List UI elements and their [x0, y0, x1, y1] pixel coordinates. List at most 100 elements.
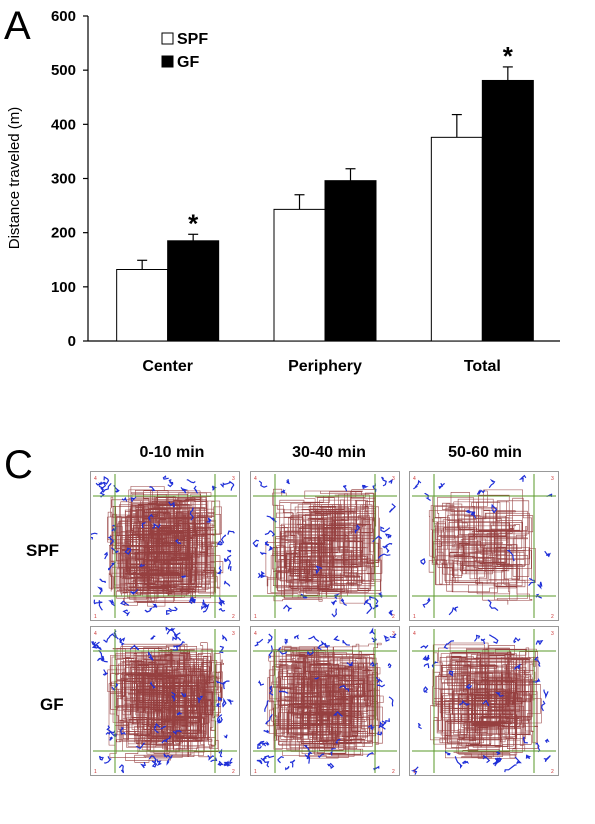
rest-spot: [110, 547, 119, 554]
legend-label: GF: [177, 54, 199, 71]
rest-spot: [426, 654, 430, 661]
rest-spot: [150, 635, 156, 640]
rest-spot: [366, 752, 374, 758]
rest-spot: [180, 575, 187, 578]
rest-spot: [120, 600, 130, 606]
rest-spot: [140, 761, 146, 769]
rest-spot: [541, 700, 546, 712]
corner-label: 3: [392, 476, 395, 482]
rest-spot: [494, 757, 502, 762]
rest-spot: [119, 637, 126, 644]
rest-spot: [383, 635, 390, 642]
track-canvas: 4 3 1 2: [253, 627, 397, 775]
rest-spot: [98, 755, 104, 761]
rest-spot: [109, 736, 114, 741]
rest-spot: [209, 757, 218, 762]
corner-label: 1: [413, 614, 416, 620]
rest-spot: [227, 566, 232, 572]
category-label: Center: [142, 358, 193, 375]
rest-spot: [188, 597, 196, 605]
rest-spot: [285, 765, 290, 771]
rest-spot: [317, 640, 326, 651]
corner-label: 4: [254, 631, 257, 637]
rest-spot: [223, 734, 228, 739]
rest-spot: [314, 676, 319, 680]
track-plot-spf-1: 4 3 1 2: [250, 471, 400, 621]
rest-spot: [206, 517, 212, 523]
rest-spot: [264, 530, 276, 537]
rest-spot: [482, 699, 490, 707]
y-tick-label: 600: [51, 8, 76, 25]
rest-spot: [286, 479, 290, 485]
rest-spot: [152, 603, 158, 609]
rest-spot: [494, 692, 504, 697]
rest-spot: [444, 750, 452, 756]
rest-spot: [494, 759, 501, 767]
rest-spot: [388, 696, 394, 707]
corner-label: 1: [413, 769, 416, 775]
rest-spot: [103, 475, 110, 485]
rest-spot: [462, 760, 470, 765]
rest-spot: [111, 683, 119, 692]
rest-spot: [216, 540, 224, 546]
rest-spot: [448, 670, 454, 677]
rest-spot: [165, 609, 172, 615]
rest-spot: [283, 604, 292, 612]
rest-spot: [267, 633, 273, 644]
rest-spot: [488, 634, 499, 644]
y-tick-label: 400: [51, 116, 76, 133]
rest-spot: [252, 539, 260, 548]
rest-spot: [258, 480, 268, 488]
legend-swatch: [161, 32, 174, 45]
rest-spot: [422, 597, 431, 608]
rest-spot: [189, 507, 194, 521]
rest-spot: [172, 645, 179, 652]
rest-spot: [262, 740, 270, 747]
rest-spot: [327, 762, 335, 770]
rest-spot: [163, 753, 173, 759]
rest-spot: [491, 503, 498, 514]
corner-label: 1: [94, 614, 97, 620]
rest-spot: [113, 484, 120, 493]
rest-spot: [91, 641, 99, 647]
rest-spot: [102, 669, 108, 677]
rest-spot: [216, 716, 223, 724]
rest-spot: [168, 606, 178, 612]
rest-spot: [260, 756, 267, 762]
movement-path: [265, 488, 383, 604]
corner-label: 4: [413, 631, 416, 637]
track-plot-spf-2: 4 3 1 2: [409, 471, 559, 621]
rest-spot: [268, 546, 273, 552]
rest-spot: [264, 755, 275, 760]
rest-spot: [264, 700, 270, 712]
rest-spot: [535, 640, 544, 646]
rest-spot: [513, 637, 521, 644]
rest-spot: [371, 636, 377, 643]
rest-spot: [220, 481, 231, 489]
legend-swatch: [161, 55, 174, 68]
y-tick-label: 100: [51, 279, 76, 296]
rest-spot: [543, 755, 551, 762]
rest-spot: [423, 686, 429, 693]
legend-label: SPF: [177, 31, 208, 48]
rest-spot: [522, 736, 528, 744]
rest-spot: [388, 503, 396, 513]
rest-spot: [162, 475, 169, 480]
corner-label: 1: [94, 769, 97, 775]
rest-spot: [120, 727, 126, 735]
bar-spf: [273, 208, 326, 342]
rest-spot: [175, 538, 182, 544]
rest-spot: [105, 730, 116, 735]
rest-spot: [201, 599, 209, 610]
rest-spot: [377, 684, 386, 688]
rest-spot: [97, 586, 103, 595]
rest-spot: [339, 684, 350, 692]
rest-spot: [307, 649, 314, 656]
significance-marker: *: [188, 208, 199, 238]
rest-spot: [277, 647, 288, 655]
rest-spot: [388, 609, 393, 616]
corner-label: 1: [254, 769, 257, 775]
rest-spot: [227, 530, 235, 535]
rest-spot: [474, 634, 481, 642]
corner-label: 4: [413, 476, 416, 482]
